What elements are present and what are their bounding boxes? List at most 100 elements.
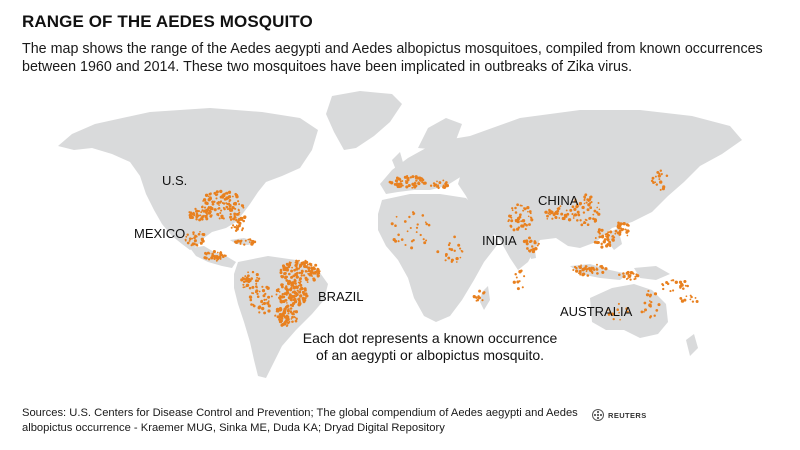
occurrence-dot <box>211 252 214 256</box>
occurrence-dot <box>267 295 271 299</box>
occurrence-dot <box>653 292 658 296</box>
occurrence-dot <box>304 259 307 262</box>
occurrence-dot <box>401 180 404 182</box>
occurrence-dot <box>427 223 431 227</box>
occurrence-dot <box>290 299 293 302</box>
occurrence-dot <box>483 291 486 294</box>
occurrence-dot <box>264 292 267 296</box>
occurrence-dot <box>683 279 687 283</box>
occurrence-dot <box>618 273 621 276</box>
occurrence-dot <box>445 254 448 257</box>
reuters-logo-text: REUTERS <box>608 410 647 420</box>
map-title: RANGE OF THE AEDES MOSQUITO <box>22 12 313 31</box>
occurrence-dot <box>531 249 536 254</box>
occurrence-dot <box>209 207 214 211</box>
occurrence-dot <box>248 295 252 299</box>
occurrence-dot <box>202 200 205 202</box>
occurrence-dot <box>608 240 611 244</box>
occurrence-dot <box>533 240 537 243</box>
occurrence-dot <box>261 285 264 288</box>
occurrence-dot <box>251 292 253 294</box>
occurrence-dot <box>518 280 521 283</box>
occurrence-dot <box>201 205 204 208</box>
occurrence-dot <box>279 271 283 275</box>
occurrence-dot <box>283 315 288 319</box>
occurrence-dot <box>288 272 291 276</box>
occurrence-dot <box>195 209 199 213</box>
occurrence-dot <box>429 184 433 187</box>
occurrence-dot <box>518 270 522 274</box>
occurrence-dot <box>582 211 586 214</box>
occurrence-dot <box>301 290 305 294</box>
occurrence-dot <box>295 267 299 271</box>
occurrence-dot <box>512 228 516 232</box>
occurrence-dot <box>671 279 675 282</box>
occurrence-dot <box>407 183 411 188</box>
occurrence-dot <box>523 207 526 210</box>
occurrence-dot <box>247 277 251 281</box>
occurrence-dot <box>297 267 301 270</box>
occurrence-dot <box>248 286 252 290</box>
occurrence-dot <box>548 212 550 215</box>
occurrence-dot <box>265 298 268 301</box>
occurrence-dot <box>200 217 204 221</box>
occurrence-dot <box>266 301 270 305</box>
occurrence-dot <box>586 223 590 227</box>
occurrence-dot <box>197 210 200 213</box>
occurrence-dots <box>184 169 699 328</box>
occurrence-dot <box>276 288 279 292</box>
occurrence-dot <box>236 225 240 229</box>
occurrence-dot <box>596 272 599 275</box>
occurrence-dot <box>288 320 291 323</box>
occurrence-dot <box>627 229 630 232</box>
occurrence-dot <box>293 290 296 294</box>
occurrence-dot <box>649 315 653 318</box>
occurrence-dot <box>228 199 232 202</box>
occurrence-dot <box>515 276 518 279</box>
occurrence-dot <box>306 278 309 281</box>
occurrence-dot <box>604 233 607 236</box>
occurrence-dot <box>527 215 530 218</box>
north-america-shape <box>58 108 318 250</box>
occurrence-dot <box>618 230 622 235</box>
occurrence-dot <box>525 223 528 227</box>
occurrence-dot <box>614 232 617 235</box>
occurrence-dot <box>601 270 605 274</box>
occurrence-dot <box>254 291 258 294</box>
occurrence-dot <box>437 186 440 190</box>
occurrence-dot <box>573 199 577 203</box>
occurrence-dot <box>293 268 296 272</box>
occurrence-dot <box>292 312 295 316</box>
occurrence-dot <box>265 285 269 289</box>
occurrence-dot <box>237 200 240 203</box>
occurrence-dot <box>310 269 314 273</box>
occurrence-dot <box>583 202 586 205</box>
occurrence-dot <box>202 211 205 213</box>
occurrence-dot <box>295 293 299 297</box>
occurrence-dot <box>600 266 605 270</box>
occurrence-dot <box>280 283 284 287</box>
occurrence-dot <box>556 209 560 213</box>
occurrence-dot <box>583 196 586 199</box>
occurrence-dot <box>508 214 511 218</box>
occurrence-dot <box>285 293 288 296</box>
occurrence-dot <box>614 229 618 233</box>
occurrence-dot <box>204 193 209 197</box>
occurrence-dot <box>199 230 201 233</box>
occurrence-dot <box>534 247 538 251</box>
occurrence-dot <box>415 231 418 234</box>
occurrence-dot <box>576 210 580 214</box>
occurrence-dot <box>453 235 456 239</box>
occurrence-dot <box>205 201 209 205</box>
occurrence-dot <box>526 206 530 210</box>
occurrence-dot <box>689 298 692 301</box>
occurrence-dot <box>654 181 657 184</box>
occurrence-dot <box>521 286 524 289</box>
occurrence-dot <box>636 274 640 278</box>
occurrence-dot <box>295 264 298 268</box>
occurrence-dot <box>211 200 214 204</box>
occurrence-dot <box>593 209 597 213</box>
occurrence-dot <box>526 247 529 250</box>
occurrence-dot <box>262 294 266 298</box>
occurrence-dot <box>522 209 525 212</box>
